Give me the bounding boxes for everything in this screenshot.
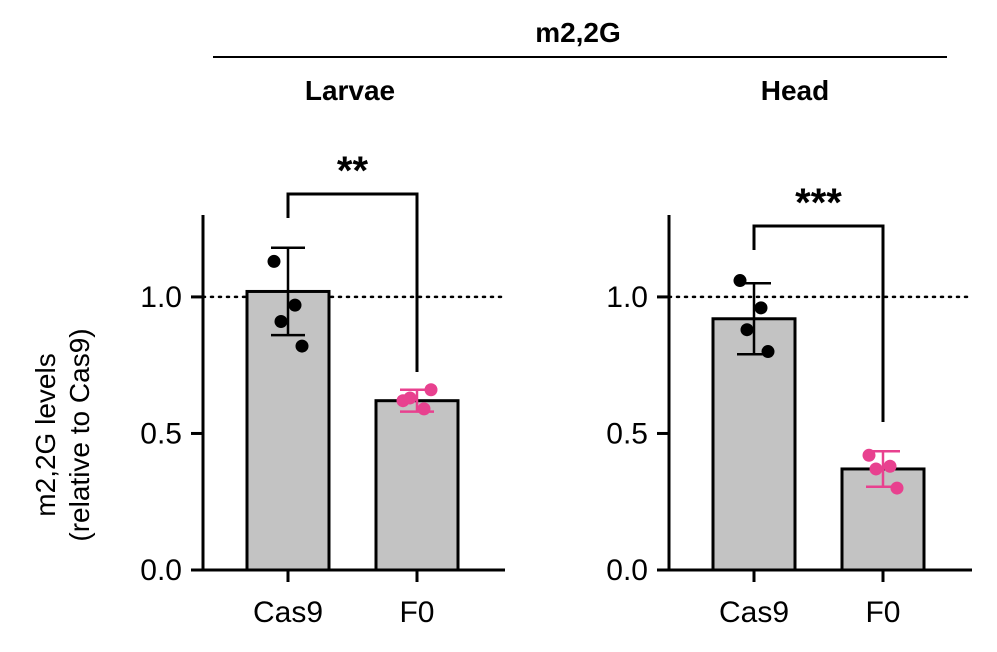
- data-point: [274, 315, 288, 328]
- y-axis-label-line1: m2,2G levels: [30, 353, 61, 516]
- panel-title: Head: [761, 75, 829, 106]
- y-tick-label: 1.0: [606, 281, 648, 314]
- figure-header: m2,2G: [535, 17, 621, 48]
- panel-title: Larvae: [305, 75, 395, 106]
- data-point: [295, 339, 309, 353]
- y-tick-label: 1.0: [140, 281, 182, 314]
- data-point: [417, 402, 431, 416]
- significance-bracket: [752, 224, 885, 422]
- y-tick-label: 0.5: [606, 417, 648, 450]
- data-point: [862, 448, 876, 462]
- bar-cas9: [711, 317, 797, 572]
- data-point: [288, 298, 302, 312]
- data-point: [733, 274, 747, 288]
- chart-panels: Larvae 0.0 0.5 1.0 Cas9 F0 ** Head 0.0 0.5 1.0 Cas9…: [140, 75, 974, 629]
- bar-cas9: [245, 289, 331, 572]
- y-tick-label: 0.0: [140, 554, 182, 587]
- data-point: [403, 391, 417, 405]
- data-point: [883, 459, 897, 473]
- x-tick-label: Cas9: [253, 596, 323, 629]
- x-tick-label: Cas9: [719, 596, 789, 629]
- significance-bracket: [286, 192, 419, 372]
- data-point: [761, 345, 775, 359]
- data-point: [267, 254, 281, 268]
- y-axis-label-line2: (relative to Cas9): [64, 328, 95, 541]
- data-point: [890, 481, 904, 495]
- bar-f0: [374, 399, 460, 572]
- y-axis-label: m2,2G levels (relative to Cas9): [30, 328, 95, 541]
- significance-label: ***: [795, 181, 842, 225]
- panel-head: Head 0.0 0.5 1.0 Cas9 F0 ***: [606, 75, 974, 629]
- x-tick-label: F0: [399, 596, 434, 629]
- significance-label: **: [337, 149, 369, 193]
- y-tick-label: 0.5: [140, 417, 182, 450]
- data-point: [424, 383, 438, 397]
- data-point: [740, 323, 754, 337]
- x-tick-label: F0: [865, 596, 900, 629]
- y-tick-label: 0.0: [606, 554, 648, 587]
- panel-larvae: Larvae 0.0 0.5 1.0 Cas9 F0 **: [140, 75, 507, 629]
- data-point: [754, 301, 768, 315]
- data-point: [869, 462, 883, 476]
